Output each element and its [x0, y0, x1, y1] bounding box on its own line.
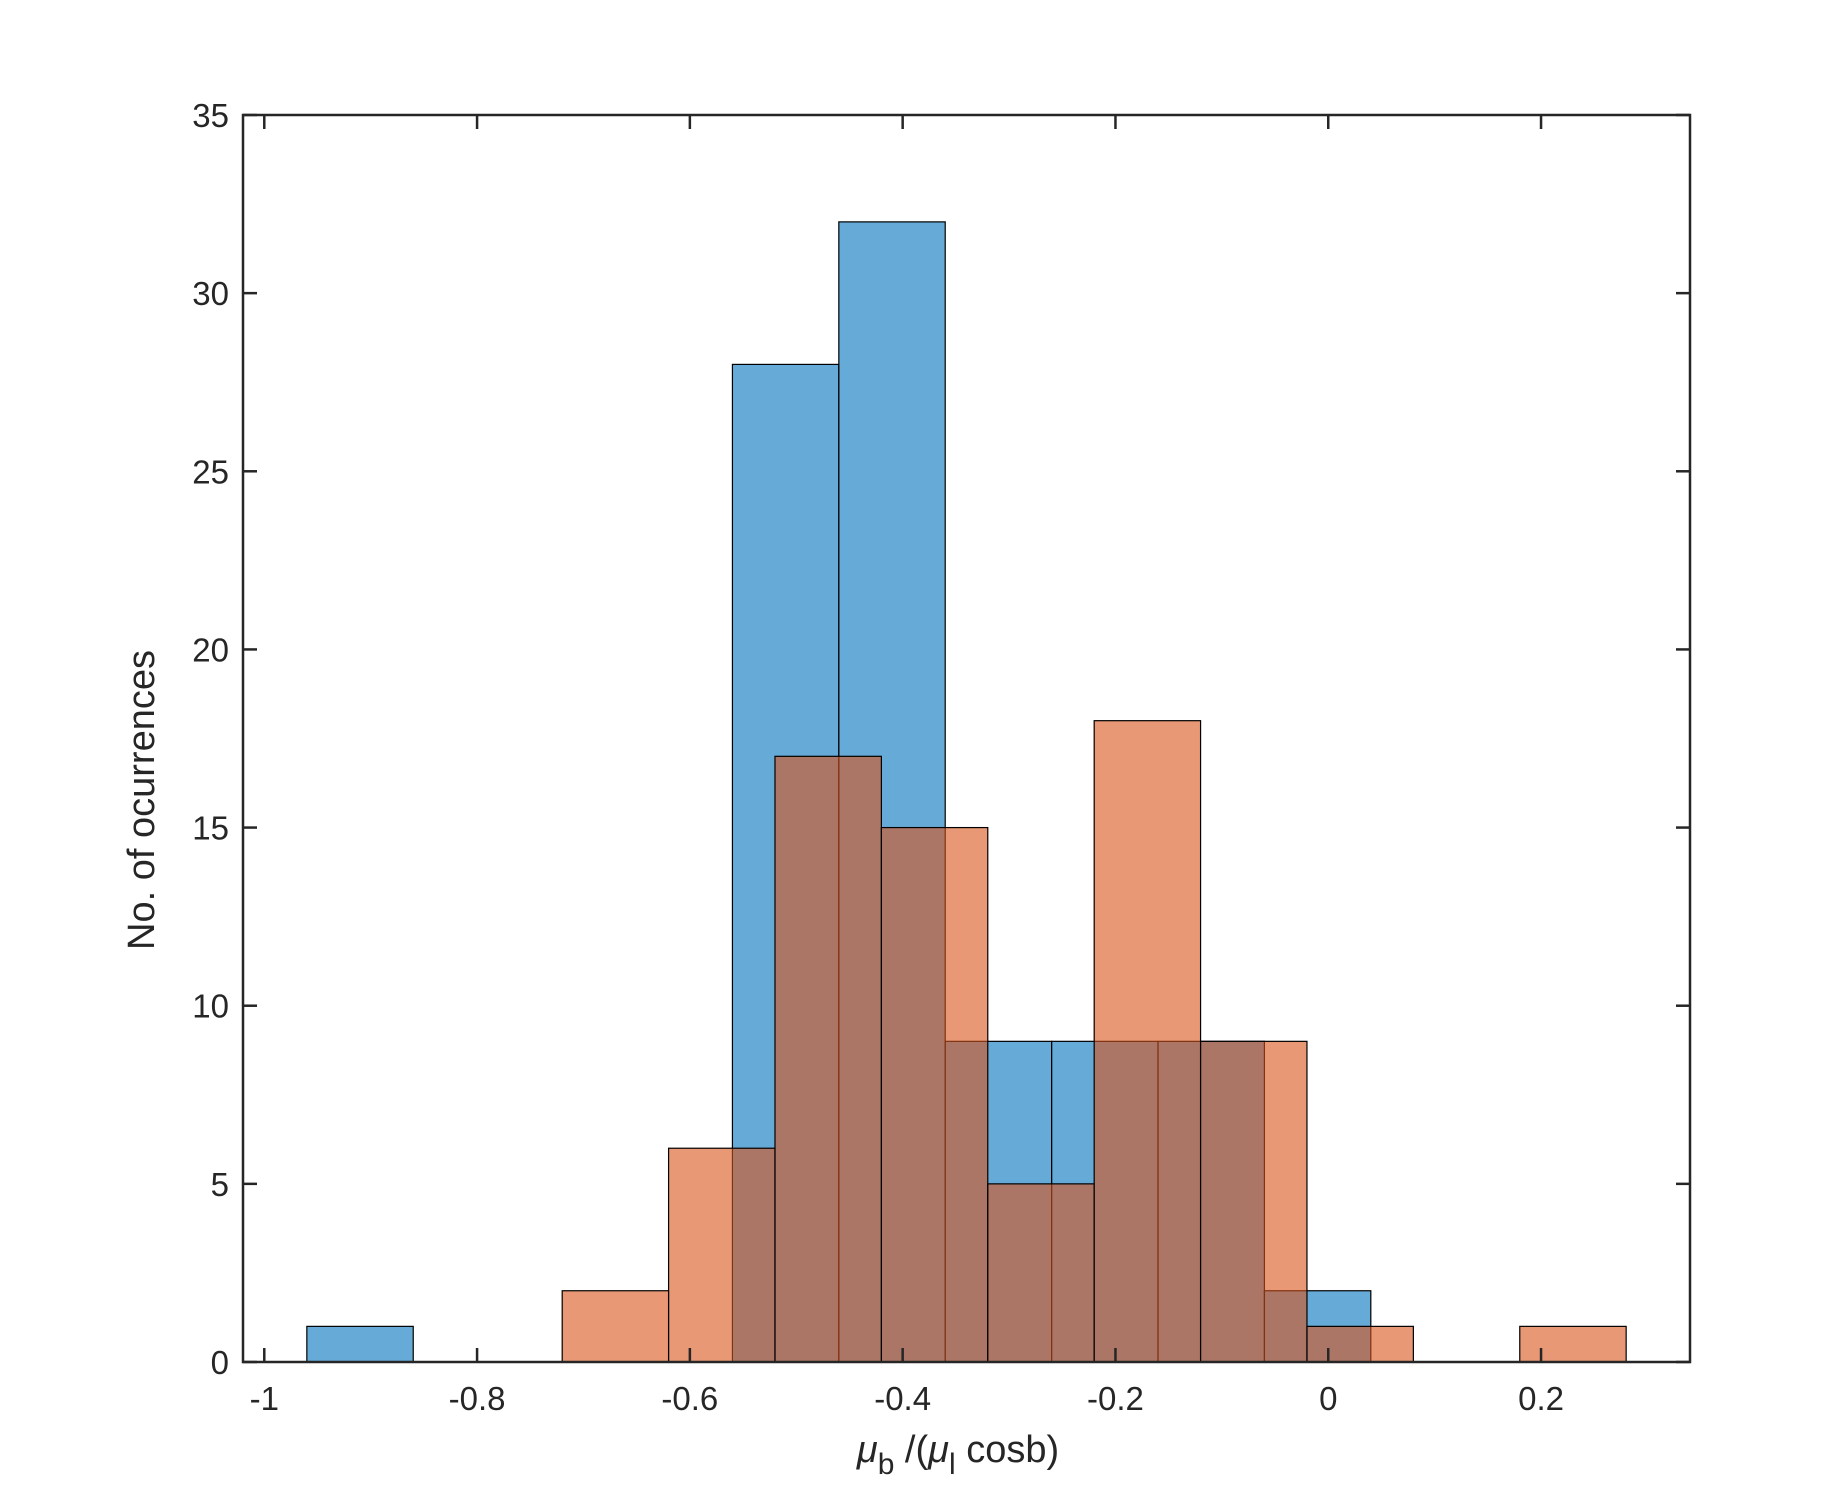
- histogram-bar-series2-bin8: [1306, 1325, 1414, 1363]
- x-tick-label-4: -0.2: [1087, 1380, 1144, 1417]
- axes-box: [241, 113, 1692, 1364]
- x-label-mu-b: μ: [856, 1429, 878, 1471]
- x-tick-label-1: -0.8: [449, 1380, 506, 1417]
- x-tick-label-0: -1: [250, 1380, 279, 1417]
- y-tick-label-7: 35: [192, 97, 229, 134]
- x-tick-label-6: 0.2: [1518, 1380, 1564, 1417]
- histogram-bars: [306, 221, 1627, 1363]
- x-label-end: cosb): [956, 1429, 1059, 1471]
- histogram-bar-series2-bin7: [1199, 1040, 1308, 1363]
- x-axis-label: μb /(μl cosb): [856, 1429, 1059, 1481]
- x-label-sub-l: l: [949, 1448, 956, 1481]
- histogram-bar-series1-bin1: [306, 1325, 414, 1363]
- x-label-mu-l: μ: [927, 1429, 949, 1471]
- histogram-bar-series2-bin4: [880, 826, 989, 1363]
- x-label-sub-b: b: [878, 1448, 895, 1481]
- y-tick-label-0: 0: [211, 1344, 229, 1381]
- x-tick-label-2: -0.6: [661, 1380, 718, 1417]
- axis-ticks: [243, 113, 1690, 1364]
- histogram-bar-series2-bin9: [1519, 1325, 1627, 1363]
- y-axis-label: No. of ocurrences: [121, 650, 163, 950]
- x-tick-label-5: 0: [1319, 1380, 1337, 1417]
- histogram-bar-series2-bin2: [667, 1147, 776, 1363]
- x-tick-label-3: -0.4: [874, 1380, 931, 1417]
- y-tick-label-3: 15: [192, 810, 229, 847]
- y-tick-label-6: 30: [192, 275, 229, 312]
- y-tick-label-2: 10: [192, 988, 229, 1025]
- y-tick-label-1: 5: [211, 1166, 229, 1203]
- y-tick-label-5: 25: [192, 453, 229, 490]
- x-label-mid: /(: [894, 1429, 928, 1471]
- histogram-bar-series2-bin5: [987, 1183, 1095, 1363]
- axis-tick-labels: -1 -0.8 -0.6 -0.4 -0.2 0 0.2 0 5 10 15 20 25 30 35: [192, 97, 1564, 1417]
- histogram-bar-series2-bin1: [561, 1290, 670, 1363]
- histogram-bar-series2-bin6: [1093, 720, 1202, 1363]
- histogram-bar-series2-bin3: [774, 755, 882, 1363]
- y-tick-label-4: 20: [192, 631, 229, 668]
